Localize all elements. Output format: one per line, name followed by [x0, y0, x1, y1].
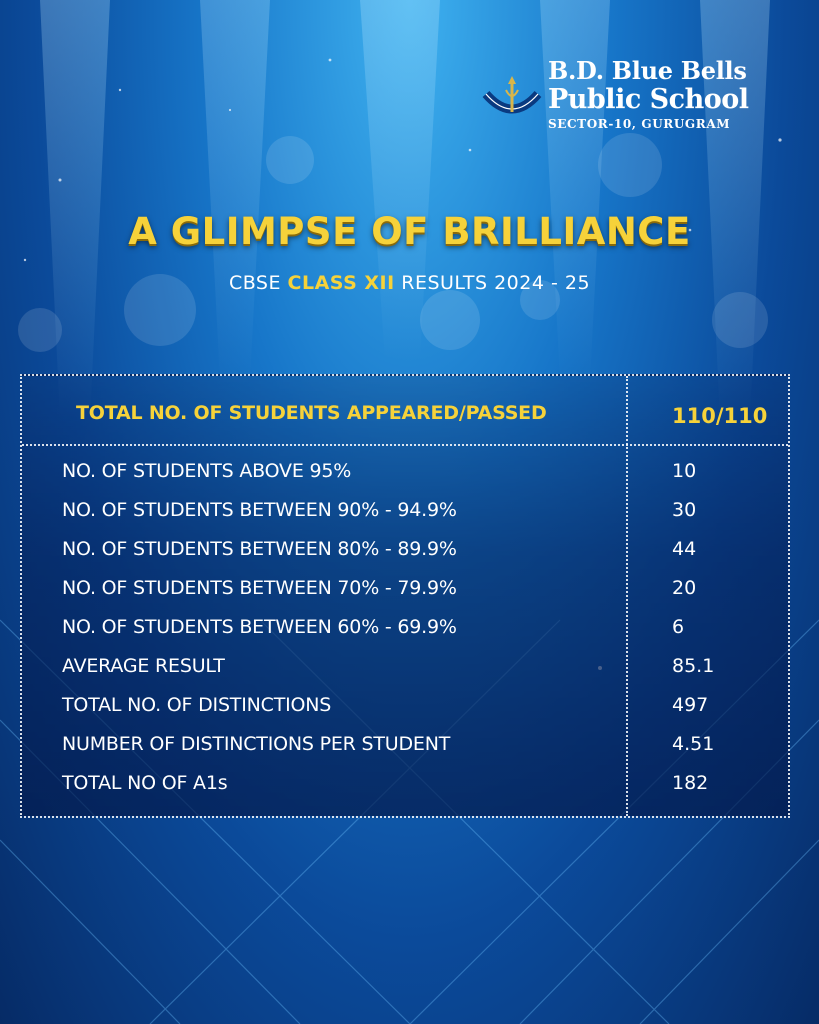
table-row: NUMBER OF DISTINCTIONS PER STUDENT 4.51: [22, 733, 788, 772]
school-location: SECTOR-10, GURUGRAM: [548, 117, 731, 131]
school-name-line2: Public School: [548, 84, 749, 115]
row-value: 10: [672, 460, 697, 482]
row-label: NO. OF STUDENTS BETWEEN 70% - 79.9%: [62, 577, 457, 599]
table-row: TOTAL NO. OF DISTINCTIONS 497: [22, 694, 788, 733]
table-row: NO. OF STUDENTS BETWEEN 80% - 89.9% 44: [22, 538, 788, 577]
table-row: TOTAL NO OF A1s 182: [22, 772, 788, 811]
subtitle-prefix: CBSE: [228, 272, 288, 294]
row-label: TOTAL NO. OF DISTINCTIONS: [62, 694, 332, 716]
subtitle-highlight: CLASS XII: [287, 272, 395, 294]
school-crest-icon: [482, 76, 542, 114]
header-divider: [22, 444, 788, 446]
results-table: TOTAL NO. OF STUDENTS APPEARED/PASSED 11…: [20, 374, 790, 818]
row-value: 44: [672, 538, 697, 560]
row-label: NO. OF STUDENTS BETWEEN 80% - 89.9%: [62, 538, 457, 560]
column-divider: [626, 376, 628, 816]
row-label: NO. OF STUDENTS BETWEEN 90% - 94.9%: [62, 499, 457, 521]
total-students-value: 110/110: [672, 404, 768, 428]
row-label: TOTAL NO OF A1s: [62, 772, 228, 794]
table-row: NO. OF STUDENTS BETWEEN 90% - 94.9% 30: [22, 499, 788, 538]
row-value: 30: [672, 499, 697, 521]
row-value: 182: [672, 772, 709, 794]
school-logo: B.D. Blue Bells Public School SECTOR-10,…: [480, 56, 770, 132]
table-row: NO. OF STUDENTS ABOVE 95% 10: [22, 460, 788, 499]
page-subtitle: CBSE CLASS XII RESULTS 2024 - 25: [0, 272, 819, 294]
row-label: NO. OF STUDENTS ABOVE 95%: [62, 460, 352, 482]
table-row: NO. OF STUDENTS BETWEEN 60% - 69.9% 6: [22, 616, 788, 655]
row-value: 6: [672, 616, 685, 638]
row-value: 20: [672, 577, 697, 599]
row-value: 4.51: [672, 733, 715, 755]
school-name-line1: B.D. Blue Bells: [548, 56, 747, 85]
row-value: 85.1: [672, 655, 715, 677]
page-title: A GLIMPSE OF BRILLIANCE: [128, 210, 691, 253]
row-label: NUMBER OF DISTINCTIONS PER STUDENT: [62, 733, 451, 755]
row-label: AVERAGE RESULT: [62, 655, 225, 677]
table-row: NO. OF STUDENTS BETWEEN 70% - 79.9% 20: [22, 577, 788, 616]
row-value: 497: [672, 694, 709, 716]
total-students-label: TOTAL NO. OF STUDENTS APPEARED/PASSED: [76, 402, 547, 424]
subtitle-suffix: RESULTS 2024 - 25: [394, 272, 591, 294]
table-row: AVERAGE RESULT 85.1: [22, 655, 788, 694]
row-label: NO. OF STUDENTS BETWEEN 60% - 69.9%: [62, 616, 457, 638]
